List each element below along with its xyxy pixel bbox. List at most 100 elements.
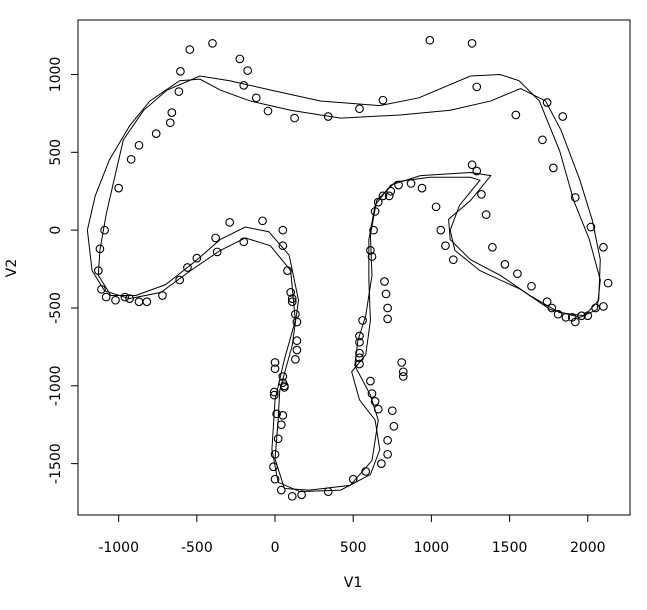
point xyxy=(583,311,593,321)
point xyxy=(176,67,185,76)
point xyxy=(355,337,364,347)
point xyxy=(273,434,283,444)
y-axis-label: V2 xyxy=(4,259,20,277)
point xyxy=(406,179,416,188)
point xyxy=(377,459,386,468)
point xyxy=(481,210,491,219)
point xyxy=(558,112,568,121)
point xyxy=(355,104,364,114)
point xyxy=(323,112,333,121)
point xyxy=(389,421,399,431)
point xyxy=(467,160,477,170)
point xyxy=(280,383,289,392)
point xyxy=(278,225,288,235)
point xyxy=(270,364,280,374)
point xyxy=(369,225,378,235)
y-tick-label: -500 xyxy=(48,292,64,324)
point xyxy=(185,45,195,54)
point xyxy=(549,163,558,173)
point xyxy=(291,354,300,364)
point xyxy=(323,487,333,497)
point xyxy=(239,81,249,90)
y-tick-label: 500 xyxy=(48,139,64,166)
point xyxy=(348,474,358,484)
point xyxy=(212,247,222,257)
point xyxy=(251,93,261,103)
fitted-curve xyxy=(97,73,601,491)
point xyxy=(527,281,536,291)
point xyxy=(383,449,392,459)
point xyxy=(472,82,482,92)
point xyxy=(111,295,120,305)
point xyxy=(570,317,580,327)
y-tick-label: -1500 xyxy=(48,443,64,484)
point xyxy=(278,372,288,381)
point xyxy=(511,110,521,120)
point xyxy=(292,345,302,355)
point xyxy=(378,95,388,105)
point xyxy=(272,409,281,419)
point xyxy=(367,389,377,398)
point xyxy=(278,241,288,251)
point xyxy=(114,183,124,193)
point xyxy=(269,462,278,472)
point xyxy=(297,490,306,500)
point xyxy=(270,474,280,484)
point xyxy=(380,277,389,286)
point xyxy=(290,113,299,123)
point xyxy=(567,312,577,322)
point xyxy=(398,367,408,377)
point xyxy=(158,291,167,300)
y-tick-label: 0 xyxy=(48,226,64,235)
point xyxy=(100,225,109,235)
point xyxy=(263,106,273,116)
point xyxy=(397,358,407,367)
point xyxy=(383,435,392,445)
point xyxy=(151,129,161,138)
point xyxy=(287,297,297,307)
x-tick-label: 500 xyxy=(340,540,367,556)
x-tick-label: 2000 xyxy=(570,540,606,556)
point xyxy=(276,485,286,495)
point xyxy=(547,303,557,313)
point xyxy=(269,390,279,400)
point xyxy=(381,289,391,299)
point xyxy=(95,244,105,254)
point xyxy=(239,237,249,247)
x-tick-label: 1000 xyxy=(414,540,450,556)
point xyxy=(394,180,403,190)
point xyxy=(287,491,297,501)
point xyxy=(276,420,286,430)
point xyxy=(126,154,136,164)
point xyxy=(174,87,184,96)
point xyxy=(235,54,245,64)
point xyxy=(183,263,192,272)
point xyxy=(599,302,608,311)
point xyxy=(373,404,383,414)
point xyxy=(367,252,377,261)
point xyxy=(477,189,486,199)
point xyxy=(366,246,375,255)
point xyxy=(373,197,383,207)
point xyxy=(577,311,586,321)
point xyxy=(270,449,280,459)
point xyxy=(436,225,446,235)
point xyxy=(361,467,371,476)
plot-box xyxy=(77,19,631,516)
point xyxy=(370,207,380,216)
point xyxy=(292,317,302,327)
point xyxy=(287,294,297,303)
point xyxy=(167,108,177,117)
point xyxy=(387,406,397,416)
point xyxy=(134,297,144,307)
point xyxy=(384,191,394,201)
point xyxy=(500,260,510,269)
x-tick-label: 0 xyxy=(271,540,280,556)
point xyxy=(97,284,106,294)
point xyxy=(425,35,435,45)
x-tick-label: 1500 xyxy=(492,540,528,556)
point xyxy=(355,359,364,369)
y-tick-label: -1000 xyxy=(48,365,64,406)
point xyxy=(208,38,217,48)
